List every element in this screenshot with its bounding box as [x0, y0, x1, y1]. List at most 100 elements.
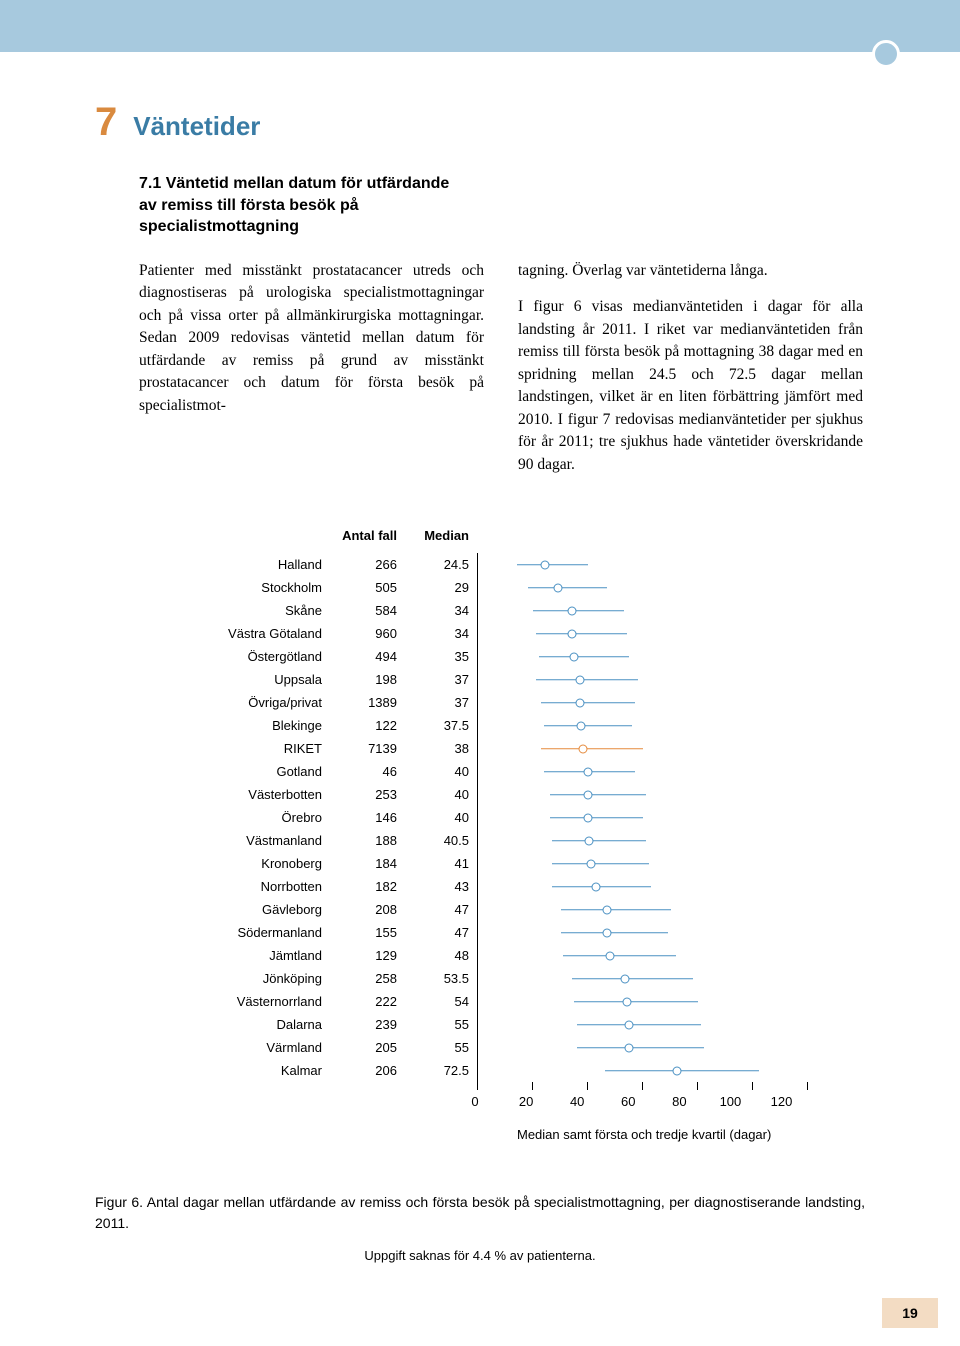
chart-row: Kronoberg18441	[165, 852, 865, 875]
section-number: 7.1	[139, 175, 161, 192]
chart-row-antal: 7139	[340, 741, 415, 756]
chart-row-median: 37	[415, 695, 477, 710]
median-dot	[575, 675, 584, 684]
chart-row-plot	[477, 553, 807, 576]
chart-x-axis: 020406080100120 Median samt första och t…	[477, 1082, 807, 1142]
chart-row-plot	[477, 714, 807, 737]
chart-row: Halland26624.5	[165, 553, 865, 576]
chart-row-plot	[477, 1036, 807, 1059]
median-dot	[585, 836, 594, 845]
chart-row-name: Södermanland	[165, 925, 340, 940]
chart-row-name: Stockholm	[165, 580, 340, 595]
iqr-line	[550, 817, 644, 819]
top-bar	[0, 0, 960, 52]
axis-label: 0	[450, 1094, 501, 1109]
median-dot	[570, 652, 579, 661]
median-dot	[621, 974, 630, 983]
chart-row-median: 34	[415, 626, 477, 641]
chart-rows: Halland26624.5Stockholm50529Skåne58434Vä…	[165, 553, 865, 1082]
chart-row-plot	[477, 990, 807, 1013]
chart-row-name: Övriga/privat	[165, 695, 340, 710]
iqr-line	[550, 794, 646, 796]
median-dot	[575, 698, 584, 707]
chart-row-median: 40	[415, 810, 477, 825]
chart-row: Västerbotten25340	[165, 783, 865, 806]
chart-row: Jönköping25853.5	[165, 967, 865, 990]
page-number: 19	[882, 1298, 938, 1328]
axis-tick	[642, 1082, 643, 1090]
axis-tick	[807, 1082, 808, 1090]
chart-row: Övriga/privat138937	[165, 691, 865, 714]
chart-row-antal: 239	[340, 1017, 415, 1032]
iqr-line	[536, 633, 627, 635]
median-dot	[592, 882, 601, 891]
chart-row-median: 40.5	[415, 833, 477, 848]
chart-row-plot	[477, 599, 807, 622]
iqr-line	[539, 656, 630, 658]
chart-row-name: Norrbotten	[165, 879, 340, 894]
iqr-line	[541, 702, 635, 704]
axis-tick	[532, 1082, 533, 1090]
chart-row-name: Västernorrland	[165, 994, 340, 1009]
chart-row-name: Jönköping	[165, 971, 340, 986]
iqr-line	[552, 863, 648, 865]
chart-row-name: Västmanland	[165, 833, 340, 848]
chart-row: Västmanland18840.5	[165, 829, 865, 852]
body-columns: Patienter med misstänkt prostatacancer u…	[139, 260, 865, 476]
chart-row-name: Gävleborg	[165, 902, 340, 917]
chart-row-name: Värmland	[165, 1040, 340, 1055]
chart: Antal fall Median Halland26624.5Stockhol…	[165, 528, 865, 1142]
chart-row: Västra Götaland96034	[165, 622, 865, 645]
axis-tick	[587, 1082, 588, 1090]
iqr-line	[517, 564, 589, 566]
chart-row-plot	[477, 967, 807, 990]
median-dot	[603, 928, 612, 937]
iqr-line	[552, 840, 646, 842]
chart-row-median: 40	[415, 787, 477, 802]
iqr-line	[561, 909, 671, 911]
body-col-2: tagning. Överlag var väntetiderna långa.…	[518, 260, 863, 476]
chart-row: Södermanland15547	[165, 921, 865, 944]
chart-row: RIKET713938	[165, 737, 865, 760]
chart-row-antal: 198	[340, 672, 415, 687]
chart-row-name: Kronoberg	[165, 856, 340, 871]
chart-row-median: 35	[415, 649, 477, 664]
chart-header-row: Antal fall Median	[165, 528, 865, 543]
chart-row-plot	[477, 737, 807, 760]
chart-row-median: 55	[415, 1040, 477, 1055]
iqr-line	[536, 679, 638, 681]
chart-row-plot	[477, 852, 807, 875]
iqr-line	[563, 955, 676, 957]
median-dot	[578, 744, 587, 753]
chart-row-plot	[477, 576, 807, 599]
chart-row-antal: 206	[340, 1063, 415, 1078]
chart-row-name: Halland	[165, 557, 340, 572]
median-dot	[584, 813, 593, 822]
iqr-line	[544, 725, 632, 727]
chart-row-name: Skåne	[165, 603, 340, 618]
chart-row: Kalmar20672.5	[165, 1059, 865, 1082]
chapter-title: Väntetider	[133, 111, 260, 142]
figure-caption: Figur 6. Antal dagar mellan utfärdande a…	[95, 1192, 865, 1234]
chart-row-plot	[477, 898, 807, 921]
chart-row: Blekinge12237.5	[165, 714, 865, 737]
page-content: 7 Väntetider 7.1 Väntetid mellan datum f…	[95, 100, 865, 1263]
chart-row-plot	[477, 668, 807, 691]
chart-row-antal: 205	[340, 1040, 415, 1055]
median-dot	[622, 997, 631, 1006]
chart-row: Gotland4640	[165, 760, 865, 783]
chart-row-antal: 494	[340, 649, 415, 664]
chart-row-median: 47	[415, 925, 477, 940]
median-dot	[553, 583, 562, 592]
chart-row-name: Östergötland	[165, 649, 340, 664]
chart-row-antal: 146	[340, 810, 415, 825]
chart-row-plot	[477, 806, 807, 829]
chart-row-antal: 129	[340, 948, 415, 963]
chart-row: Dalarna23955	[165, 1013, 865, 1036]
chart-row-name: Uppsala	[165, 672, 340, 687]
median-dot	[673, 1066, 682, 1075]
chart-row-median: 34	[415, 603, 477, 618]
chart-row: Jämtland12948	[165, 944, 865, 967]
chart-row: Stockholm50529	[165, 576, 865, 599]
median-dot	[625, 1020, 634, 1029]
